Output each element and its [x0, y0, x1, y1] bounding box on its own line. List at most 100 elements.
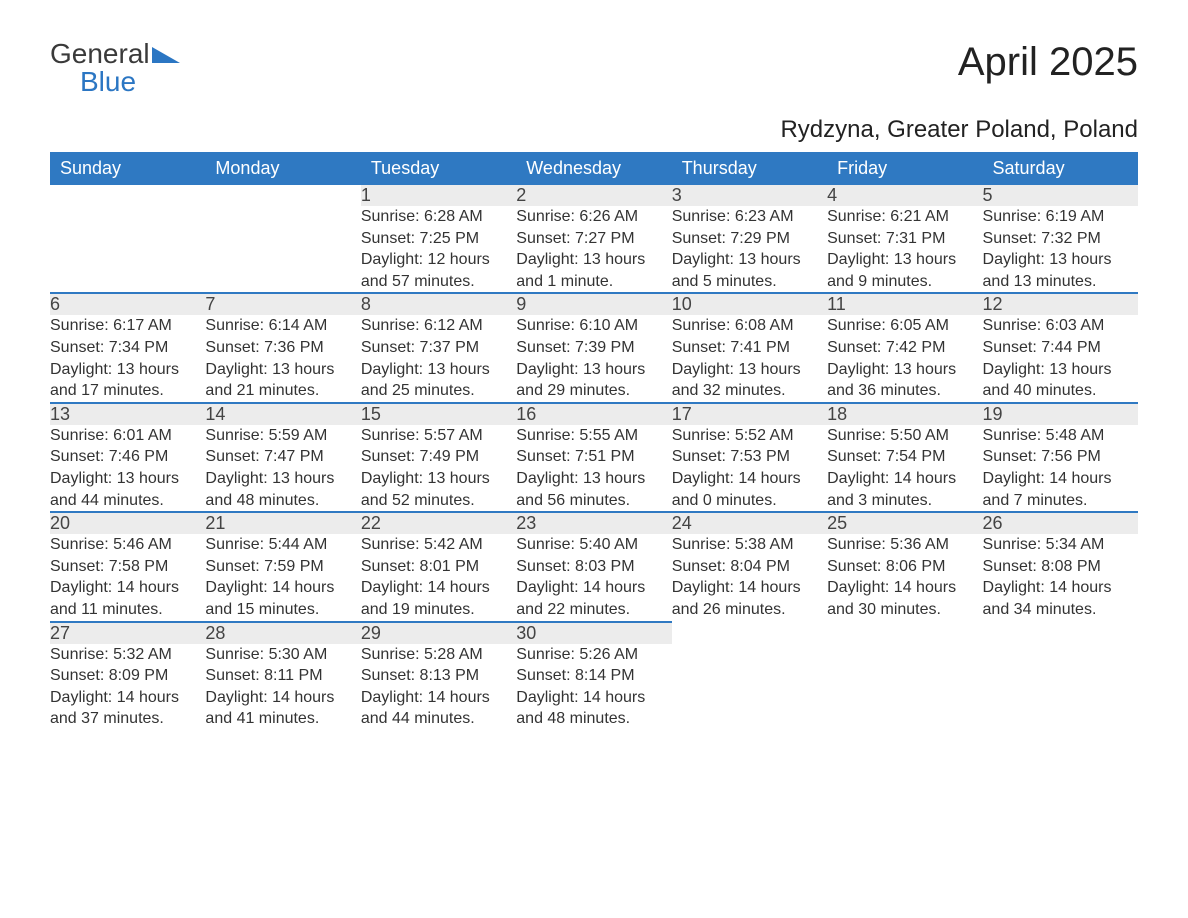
sunset-text: Sunset: 8:14 PM — [516, 665, 671, 687]
sunset-text: Sunset: 8:04 PM — [672, 556, 827, 578]
daylight-text-1: Daylight: 13 hours — [516, 359, 671, 381]
day-content-cell: Sunrise: 5:59 AMSunset: 7:47 PMDaylight:… — [205, 425, 360, 512]
weekday-header: Tuesday — [361, 152, 516, 185]
sunset-text: Sunset: 7:44 PM — [983, 337, 1138, 359]
sunset-text: Sunset: 8:06 PM — [827, 556, 982, 578]
sunset-text: Sunset: 7:49 PM — [361, 446, 516, 468]
daylight-text-1: Daylight: 14 hours — [50, 687, 205, 709]
daylight-text-2: and 3 minutes. — [827, 490, 982, 512]
page-title: April 2025 — [958, 40, 1138, 85]
day-number-cell: 9 — [516, 293, 671, 315]
day-number-cell: 13 — [50, 403, 205, 425]
day-content-cell: Sunrise: 6:08 AMSunset: 7:41 PMDaylight:… — [672, 315, 827, 402]
daylight-text-2: and 36 minutes. — [827, 380, 982, 402]
sunset-text: Sunset: 7:29 PM — [672, 228, 827, 250]
sunrise-text: Sunrise: 6:12 AM — [361, 315, 516, 337]
day-content-cell: Sunrise: 6:28 AMSunset: 7:25 PMDaylight:… — [361, 206, 516, 293]
daylight-text-2: and 56 minutes. — [516, 490, 671, 512]
day-number-cell: 15 — [361, 403, 516, 425]
day-number-cell: 22 — [361, 512, 516, 534]
logo-text-general: General — [50, 38, 150, 69]
sunrise-text: Sunrise: 6:17 AM — [50, 315, 205, 337]
daylight-text-2: and 15 minutes. — [205, 599, 360, 621]
day-number-cell: 1 — [361, 185, 516, 206]
daylight-text-2: and 29 minutes. — [516, 380, 671, 402]
sunset-text: Sunset: 7:53 PM — [672, 446, 827, 468]
sunrise-text: Sunrise: 5:59 AM — [205, 425, 360, 447]
day-content-cell: Sunrise: 5:34 AMSunset: 8:08 PMDaylight:… — [983, 534, 1138, 621]
day-content-cell: Sunrise: 5:40 AMSunset: 8:03 PMDaylight:… — [516, 534, 671, 621]
daylight-text-1: Daylight: 13 hours — [361, 468, 516, 490]
daylight-text-2: and 34 minutes. — [983, 599, 1138, 621]
day-content-cell: Sunrise: 6:23 AMSunset: 7:29 PMDaylight:… — [672, 206, 827, 293]
day-content-row: Sunrise: 5:46 AMSunset: 7:58 PMDaylight:… — [50, 534, 1138, 621]
daylight-text-2: and 5 minutes. — [672, 271, 827, 293]
day-number-cell: 7 — [205, 293, 360, 315]
daylight-text-2: and 40 minutes. — [983, 380, 1138, 402]
day-content-row: Sunrise: 6:28 AMSunset: 7:25 PMDaylight:… — [50, 206, 1138, 293]
weekday-header: Monday — [205, 152, 360, 185]
logo-text-blue: Blue — [80, 68, 180, 96]
day-number-cell: 28 — [205, 622, 360, 644]
day-content-cell: Sunrise: 6:19 AMSunset: 7:32 PMDaylight:… — [983, 206, 1138, 293]
day-number-row: 13141516171819 — [50, 403, 1138, 425]
day-content-cell: Sunrise: 5:36 AMSunset: 8:06 PMDaylight:… — [827, 534, 982, 621]
day-number-cell — [205, 185, 360, 206]
day-number-cell: 8 — [361, 293, 516, 315]
sunset-text: Sunset: 7:59 PM — [205, 556, 360, 578]
day-number-cell — [50, 185, 205, 206]
weekday-header-row: Sunday Monday Tuesday Wednesday Thursday… — [50, 152, 1138, 185]
daylight-text-1: Daylight: 14 hours — [672, 577, 827, 599]
daylight-text-2: and 44 minutes. — [50, 490, 205, 512]
logo-flag-icon — [152, 40, 180, 68]
weekday-header: Sunday — [50, 152, 205, 185]
sunrise-text: Sunrise: 6:08 AM — [672, 315, 827, 337]
sunset-text: Sunset: 7:51 PM — [516, 446, 671, 468]
day-number-cell: 18 — [827, 403, 982, 425]
daylight-text-1: Daylight: 14 hours — [516, 577, 671, 599]
daylight-text-1: Daylight: 13 hours — [50, 359, 205, 381]
daylight-text-2: and 11 minutes. — [50, 599, 205, 621]
sunset-text: Sunset: 7:34 PM — [50, 337, 205, 359]
sunrise-text: Sunrise: 6:10 AM — [516, 315, 671, 337]
sunset-text: Sunset: 8:08 PM — [983, 556, 1138, 578]
sunrise-text: Sunrise: 6:03 AM — [983, 315, 1138, 337]
sunrise-text: Sunrise: 5:34 AM — [983, 534, 1138, 556]
location-subtitle: Rydzyna, Greater Poland, Poland — [50, 116, 1138, 144]
day-content-cell: Sunrise: 6:01 AMSunset: 7:46 PMDaylight:… — [50, 425, 205, 512]
sunset-text: Sunset: 8:11 PM — [205, 665, 360, 687]
daylight-text-2: and 21 minutes. — [205, 380, 360, 402]
day-content-cell: Sunrise: 6:10 AMSunset: 7:39 PMDaylight:… — [516, 315, 671, 402]
day-content-cell — [205, 206, 360, 293]
day-number-cell: 27 — [50, 622, 205, 644]
day-number-cell: 24 — [672, 512, 827, 534]
sunset-text: Sunset: 7:39 PM — [516, 337, 671, 359]
day-number-cell: 2 — [516, 185, 671, 206]
sunset-text: Sunset: 7:37 PM — [361, 337, 516, 359]
daylight-text-1: Daylight: 14 hours — [361, 577, 516, 599]
day-number-cell: 21 — [205, 512, 360, 534]
day-content-cell: Sunrise: 5:52 AMSunset: 7:53 PMDaylight:… — [672, 425, 827, 512]
sunrise-text: Sunrise: 6:14 AM — [205, 315, 360, 337]
sunrise-text: Sunrise: 5:50 AM — [827, 425, 982, 447]
daylight-text-1: Daylight: 14 hours — [983, 468, 1138, 490]
sunset-text: Sunset: 7:56 PM — [983, 446, 1138, 468]
daylight-text-2: and 48 minutes. — [205, 490, 360, 512]
sunset-text: Sunset: 7:46 PM — [50, 446, 205, 468]
daylight-text-2: and 0 minutes. — [672, 490, 827, 512]
day-number-cell — [827, 622, 982, 644]
daylight-text-2: and 13 minutes. — [983, 271, 1138, 293]
header: General Blue April 2025 — [50, 40, 1138, 96]
daylight-text-2: and 57 minutes. — [361, 271, 516, 293]
sunrise-text: Sunrise: 6:28 AM — [361, 206, 516, 228]
daylight-text-1: Daylight: 14 hours — [827, 577, 982, 599]
sunrise-text: Sunrise: 6:05 AM — [827, 315, 982, 337]
sunrise-text: Sunrise: 5:42 AM — [361, 534, 516, 556]
daylight-text-1: Daylight: 13 hours — [672, 249, 827, 271]
daylight-text-1: Daylight: 13 hours — [50, 468, 205, 490]
daylight-text-2: and 19 minutes. — [361, 599, 516, 621]
sunrise-text: Sunrise: 5:44 AM — [205, 534, 360, 556]
day-content-cell — [827, 644, 982, 730]
day-content-cell: Sunrise: 6:05 AMSunset: 7:42 PMDaylight:… — [827, 315, 982, 402]
sunrise-text: Sunrise: 5:57 AM — [361, 425, 516, 447]
